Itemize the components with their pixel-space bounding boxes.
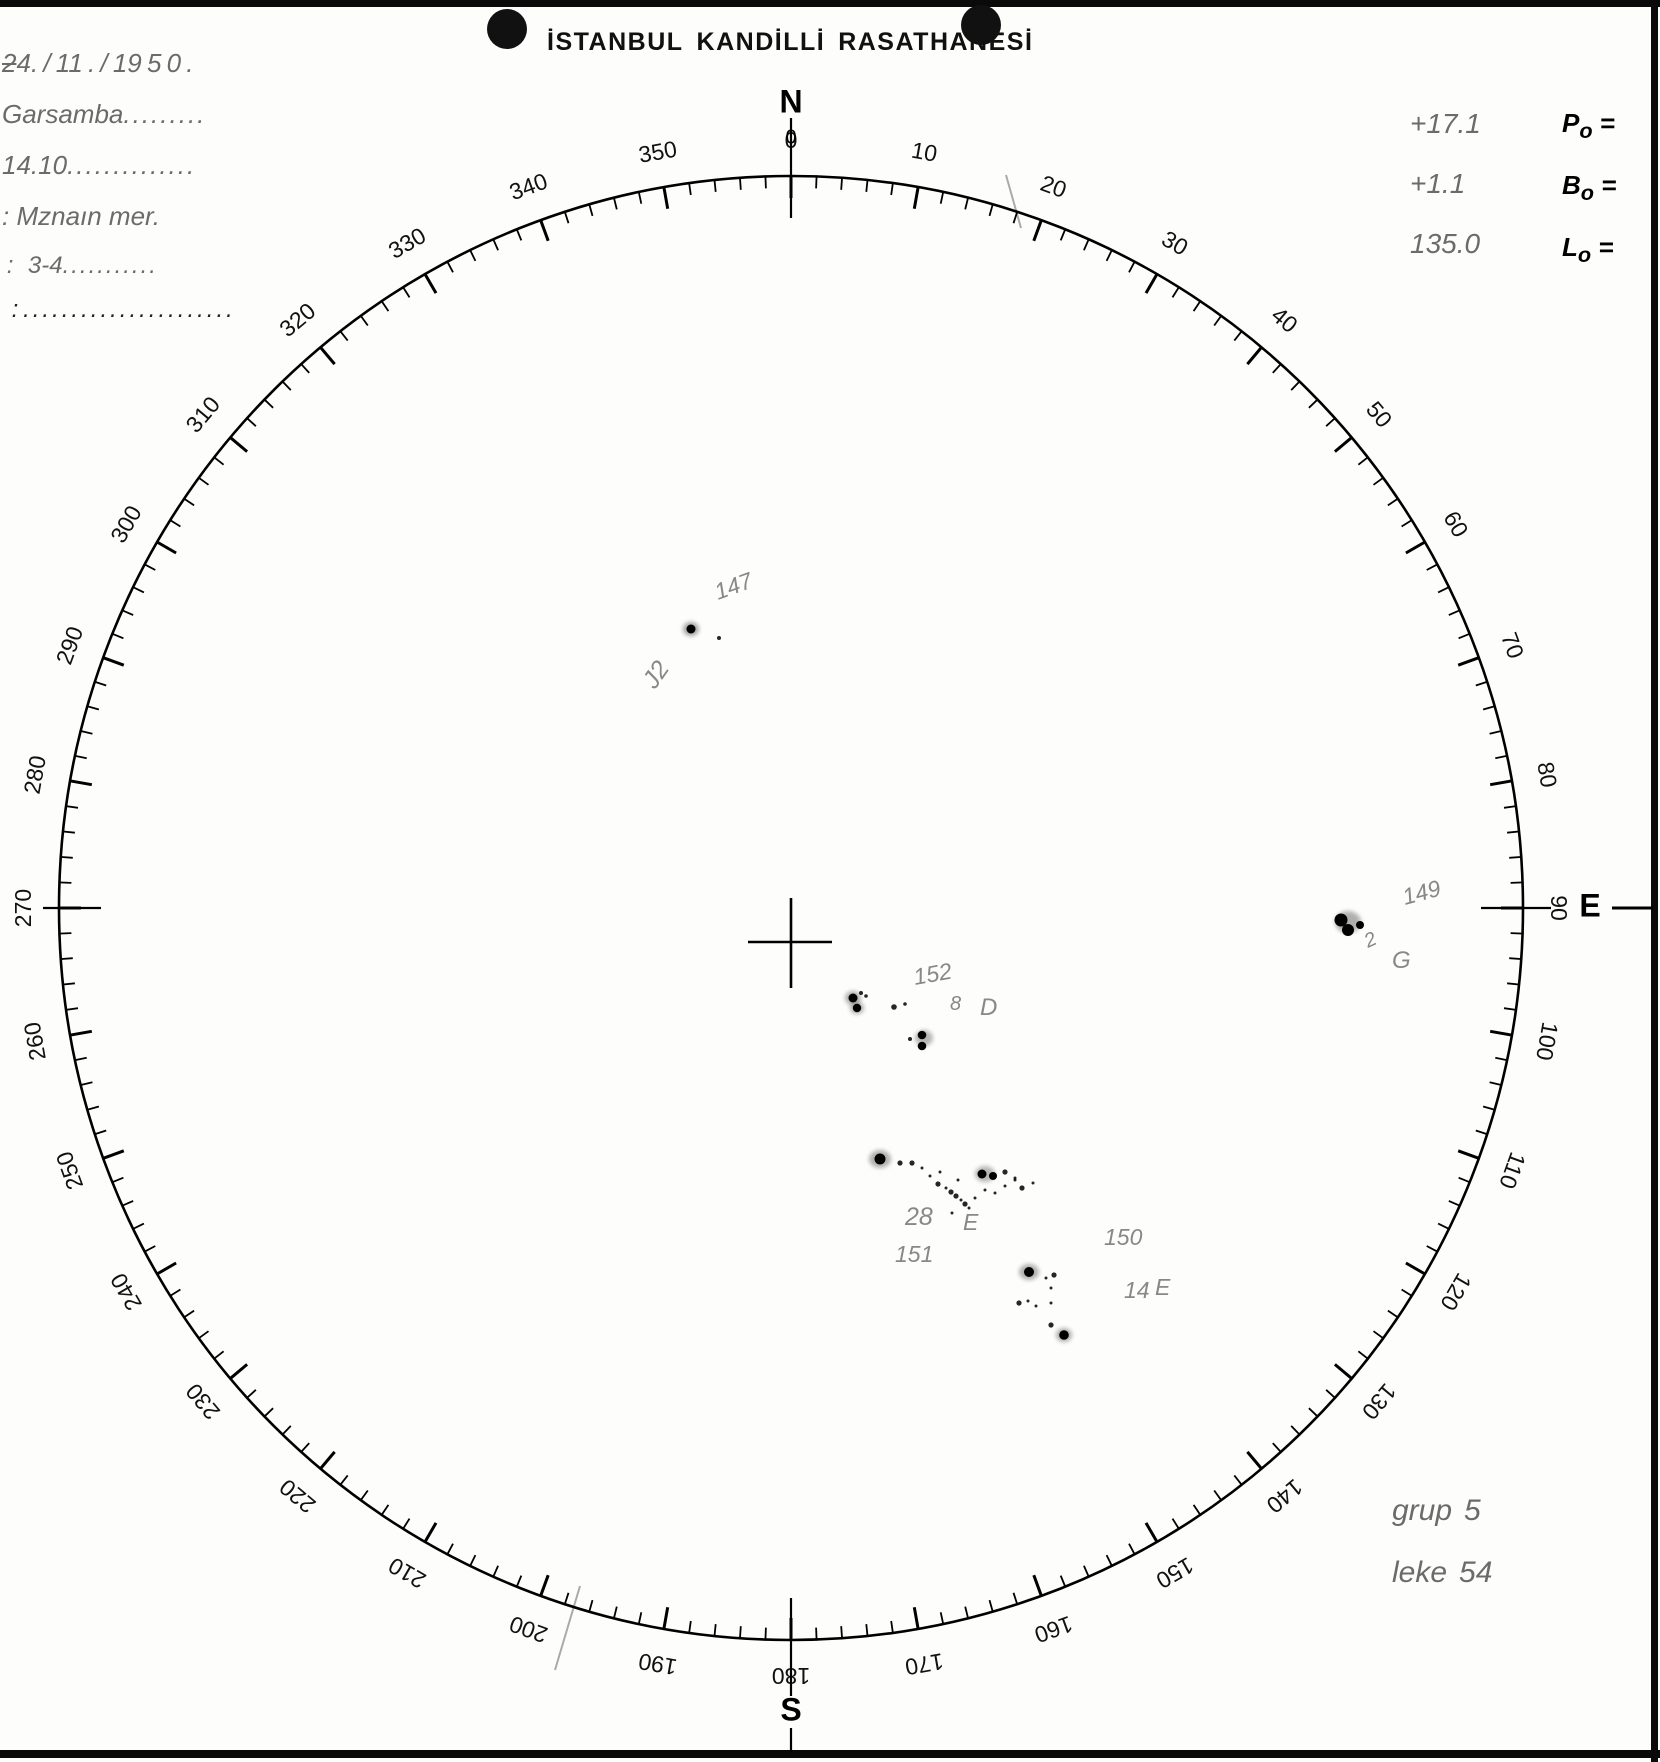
svg-text:151: 151	[895, 1241, 933, 1267]
svg-text:240: 240	[105, 1269, 147, 1315]
svg-text:70: 70	[1496, 629, 1529, 662]
svg-text:14: 14	[1124, 1277, 1150, 1303]
svg-text:250: 250	[51, 1148, 89, 1193]
svg-text:G: G	[1392, 947, 1411, 974]
svg-text:150: 150	[1104, 1224, 1143, 1250]
svg-text:190: 190	[637, 1648, 679, 1680]
svg-text:S: S	[780, 1691, 801, 1727]
svg-text:110: 110	[1494, 1149, 1531, 1192]
svg-text:80: 80	[1532, 760, 1562, 790]
svg-text:200: 200	[506, 1611, 551, 1649]
svg-text:170: 170	[903, 1648, 945, 1680]
svg-text:E: E	[963, 1209, 979, 1235]
svg-text:28: 28	[904, 1203, 933, 1231]
svg-text:20: 20	[1037, 170, 1070, 203]
svg-text:260: 260	[19, 1020, 51, 1062]
svg-text:230: 230	[180, 1379, 225, 1425]
svg-text:60: 60	[1438, 506, 1473, 541]
svg-text:220: 220	[274, 1474, 320, 1519]
svg-text:310: 310	[180, 391, 225, 437]
svg-text:280: 280	[19, 754, 51, 796]
svg-text:300: 300	[105, 501, 147, 547]
svg-text:N: N	[779, 83, 802, 119]
svg-text:270: 270	[10, 889, 36, 927]
svg-text:130: 130	[1357, 1379, 1402, 1425]
svg-text:350: 350	[637, 136, 679, 168]
svg-text:152: 152	[911, 958, 954, 990]
svg-text:120: 120	[1435, 1269, 1477, 1315]
svg-text:J2: J2	[636, 656, 675, 695]
svg-text:D: D	[980, 994, 997, 1021]
svg-text:320: 320	[274, 297, 320, 342]
svg-text:150: 150	[1152, 1552, 1198, 1594]
svg-text:E: E	[1155, 1274, 1171, 1300]
svg-text:30: 30	[1157, 225, 1192, 260]
svg-text:290: 290	[51, 623, 89, 668]
svg-text:330: 330	[384, 222, 430, 264]
svg-text:340: 340	[506, 168, 551, 206]
svg-text:2: 2	[1360, 928, 1380, 953]
svg-text:140: 140	[1262, 1474, 1308, 1519]
svg-text:8: 8	[950, 993, 961, 1015]
svg-text:50: 50	[1361, 396, 1397, 432]
svg-text:160: 160	[1031, 1611, 1076, 1649]
svg-text:10: 10	[909, 137, 939, 167]
svg-text:E: E	[1579, 887, 1600, 923]
svg-text:147: 147	[711, 567, 757, 605]
svg-text:40: 40	[1266, 302, 1302, 338]
svg-text:149: 149	[1400, 875, 1444, 910]
svg-text:100: 100	[1531, 1020, 1563, 1062]
svg-text:210: 210	[384, 1552, 430, 1594]
